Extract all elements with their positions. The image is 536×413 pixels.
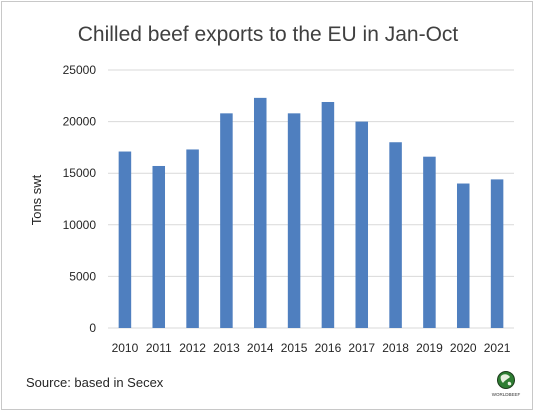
bar-2018 [389,142,402,328]
x-tick-label-2019: 2019 [416,341,443,355]
x-tick-label-2010: 2010 [112,341,139,355]
globe-logo: WORLDBEEF [492,371,521,397]
y-tick-labels: 0 5000 10000 15000 20000 25000 [63,63,97,335]
x-tick-label-2015: 2015 [281,341,308,355]
x-tick-label-2017: 2017 [348,341,375,355]
x-tick-label-2016: 2016 [315,341,342,355]
bar-2012 [186,149,199,328]
x-tick-label-2014: 2014 [247,341,274,355]
y-tick-label: 25000 [63,63,97,77]
bars [118,97,504,329]
x-tick-labels: 2010 2011 2012 2013 2014 2015 2016 2017 2018 2019… [112,341,511,355]
bar-2015 [287,113,301,329]
logo-text: WORLDBEEF [492,392,521,397]
bar-2011 [152,165,166,328]
bar-2016 [321,101,335,328]
y-axis-label: Tons swt [29,174,44,225]
x-tick-label-2012: 2012 [179,341,206,355]
y-tick-label: 0 [89,321,96,335]
bar-2020 [456,183,470,328]
chart-title: Chilled beef exports to the EU in Jan-Oc… [78,23,459,46]
bar-2017 [355,121,369,328]
x-tick-label-2021: 2021 [484,341,511,355]
x-tick-label-2013: 2013 [213,341,240,355]
y-tick-label: 10000 [63,218,97,232]
source-note: Source: based in Secex [26,375,164,390]
x-tick-label-2018: 2018 [382,341,409,355]
bar-2014 [253,97,267,328]
x-tick-label-2011: 2011 [146,341,172,355]
x-tick-label-2020: 2020 [450,341,477,355]
y-tick-label: 5000 [69,269,96,283]
bar-2021 [490,179,504,328]
y-tick-label: 15000 [63,166,97,180]
bar-2010 [118,151,132,328]
bar-2013 [220,113,233,329]
bar-2019 [423,156,436,328]
y-tick-label: 20000 [63,115,97,129]
gridlines [108,69,514,329]
